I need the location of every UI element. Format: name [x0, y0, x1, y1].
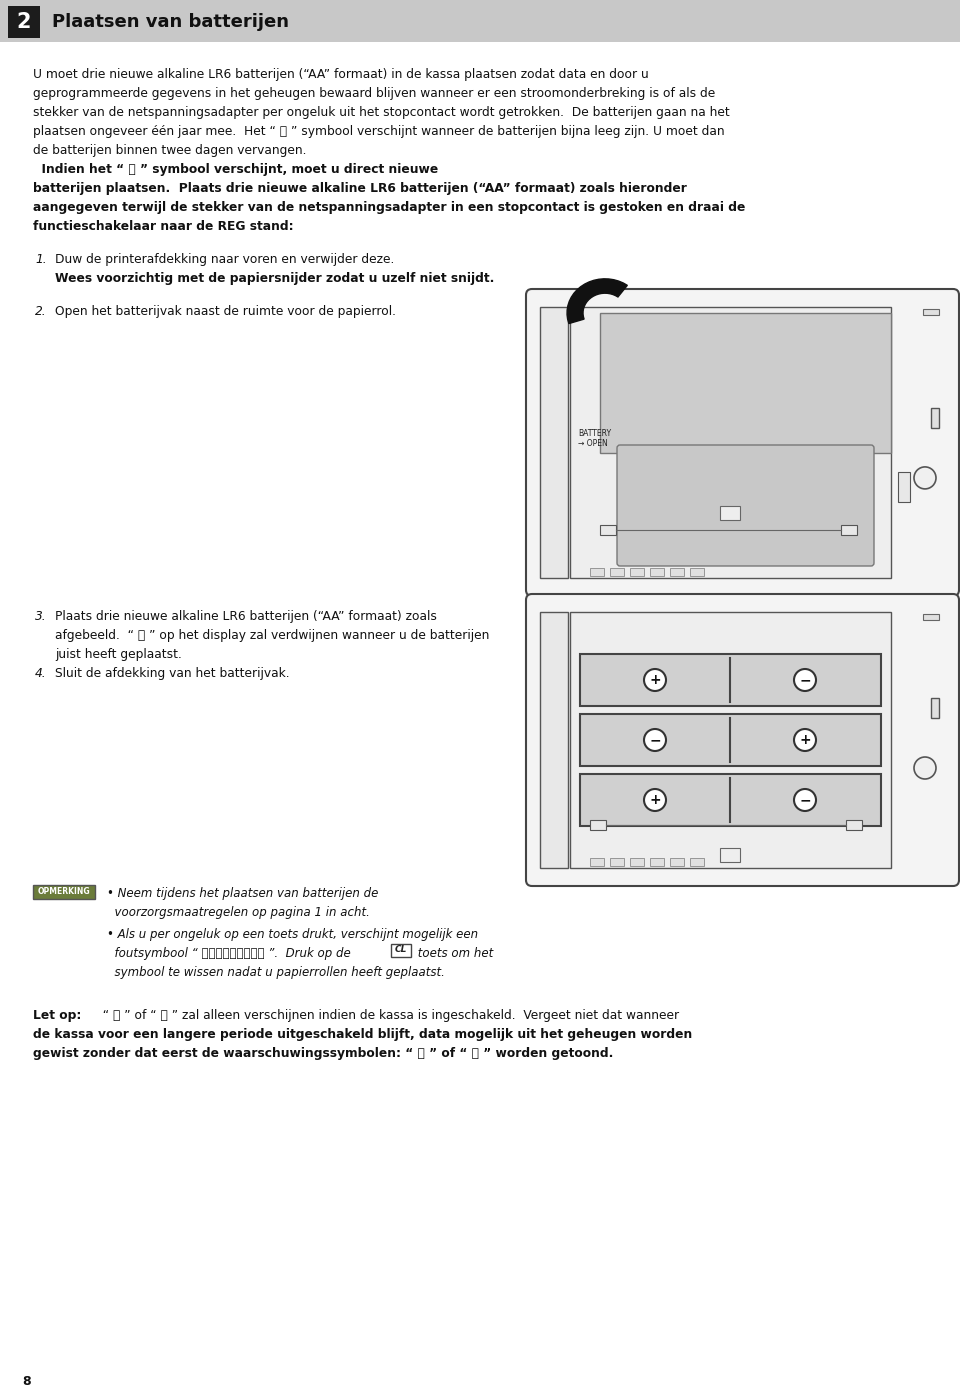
Text: +: +: [649, 794, 660, 807]
Bar: [570, 612, 891, 868]
Text: U moet drie nieuwe alkaline LR6 batterijen (“AA” formaat) in de kassa plaatsen z: U moet drie nieuwe alkaline LR6 batterij…: [33, 68, 649, 80]
Bar: [580, 774, 881, 825]
Text: OPMERKING: OPMERKING: [37, 888, 90, 896]
Bar: [580, 715, 881, 766]
Text: Sluit de afdekking van het batterijvak.: Sluit de afdekking van het batterijvak.: [55, 668, 290, 680]
Text: +: +: [799, 733, 811, 747]
Bar: [630, 857, 644, 866]
Bar: [720, 506, 740, 519]
Bar: [720, 848, 740, 861]
Bar: [898, 471, 910, 501]
Text: gewist zonder dat eerst de waarschuwingssymbolen: “ ⎾ ” of “ ⎾ ” worden getoond.: gewist zonder dat eerst de waarschuwings…: [33, 1047, 613, 1060]
Bar: [670, 857, 684, 866]
Text: 2: 2: [16, 12, 32, 32]
Text: +: +: [649, 673, 660, 687]
Text: 3.: 3.: [35, 609, 47, 623]
Bar: [0, 0, 960, 42]
Bar: [650, 568, 664, 576]
Text: voorzorgsmaatregelen op pagina 1 in acht.: voorzorgsmaatregelen op pagina 1 in acht…: [107, 906, 370, 920]
Text: stekker van de netspanningsadapter per ongeluk uit het stopcontact wordt getrokk: stekker van de netspanningsadapter per o…: [33, 107, 730, 119]
Bar: [923, 309, 939, 314]
Text: Plaatsen van batterijen: Plaatsen van batterijen: [52, 12, 289, 30]
Bar: [590, 820, 606, 830]
Bar: [610, 857, 624, 866]
Circle shape: [644, 669, 666, 691]
Circle shape: [914, 758, 936, 778]
Text: Wees voorzichtig met de papiersnijder zodat u uzelf niet snijdt.: Wees voorzichtig met de papiersnijder zo…: [55, 271, 494, 285]
Bar: [540, 307, 568, 578]
Text: −: −: [799, 673, 811, 687]
Text: afgebeeld.  “ ⎾ ” op het display zal verdwijnen wanneer u de batterijen: afgebeeld. “ ⎾ ” op het display zal verd…: [55, 629, 490, 643]
Text: 4.: 4.: [35, 668, 47, 680]
Text: Plaats drie nieuwe alkaline LR6 batterijen (“AA” formaat) zoals: Plaats drie nieuwe alkaline LR6 batterij…: [55, 609, 437, 623]
Text: foutsymbool “ ＰＰＰＰＰＰＰＰＰ ”.  Druk op de: foutsymbool “ ＰＰＰＰＰＰＰＰＰ ”. Druk op de: [107, 947, 350, 960]
Text: “ ⎾ ” of “ ⎾ ” zal alleen verschijnen indien de kassa is ingeschakeld.  Vergeet : “ ⎾ ” of “ ⎾ ” zal alleen verschijnen in…: [95, 1010, 679, 1022]
Bar: [931, 407, 939, 428]
Bar: [391, 945, 411, 957]
Text: 1.: 1.: [35, 253, 47, 266]
Bar: [923, 614, 939, 620]
FancyBboxPatch shape: [526, 289, 959, 596]
Text: de batterijen binnen twee dagen vervangen.: de batterijen binnen twee dagen vervange…: [33, 144, 306, 157]
Text: Duw de printerafdekking naar voren en verwijder deze.: Duw de printerafdekking naar voren en ve…: [55, 253, 395, 266]
Circle shape: [914, 467, 936, 489]
Text: BATTERY: BATTERY: [578, 429, 612, 438]
Text: juist heeft geplaatst.: juist heeft geplaatst.: [55, 648, 181, 661]
FancyBboxPatch shape: [526, 594, 959, 886]
Bar: [600, 313, 891, 453]
Text: • Neem tijdens het plaatsen van batterijen de: • Neem tijdens het plaatsen van batterij…: [107, 886, 378, 900]
Text: functieschakelaar naar de REG stand:: functieschakelaar naar de REG stand:: [33, 220, 294, 233]
Bar: [841, 525, 857, 535]
Bar: [610, 568, 624, 576]
Text: → OPEN: → OPEN: [578, 439, 608, 447]
Text: batterijen plaatsen.  Plaats drie nieuwe alkaline LR6 batterijen (“AA” formaat) : batterijen plaatsen. Plaats drie nieuwe …: [33, 181, 686, 195]
Text: aangegeven terwijl de stekker van de netspanningsadapter in een stopcontact is g: aangegeven terwijl de stekker van de net…: [33, 201, 745, 215]
Text: Open het batterijvak naast de ruimte voor de papierrol.: Open het batterijvak naast de ruimte voo…: [55, 305, 396, 319]
Text: 2.: 2.: [35, 305, 47, 319]
Text: 8: 8: [22, 1375, 31, 1385]
Bar: [540, 612, 568, 868]
Bar: [846, 820, 862, 830]
Bar: [690, 568, 704, 576]
Bar: [570, 307, 891, 578]
Bar: [33, 885, 95, 899]
FancyBboxPatch shape: [617, 445, 874, 566]
Bar: [590, 857, 604, 866]
Text: −: −: [799, 794, 811, 807]
Text: Let op:: Let op:: [33, 1010, 82, 1022]
Bar: [8, 6, 40, 37]
Bar: [630, 568, 644, 576]
Polygon shape: [567, 278, 627, 324]
Text: CL: CL: [395, 946, 407, 954]
Circle shape: [794, 789, 816, 812]
Text: plaatsen ongeveer één jaar mee.  Het “ ⎾ ” symbool verschijnt wanneer de batteri: plaatsen ongeveer één jaar mee. Het “ ⎾ …: [33, 125, 725, 138]
Text: Indien het “ ⎾ ” symbool verschijnt, moet u direct nieuwe: Indien het “ ⎾ ” symbool verschijnt, moe…: [33, 163, 439, 176]
Text: de kassa voor een langere periode uitgeschakeld blijft, data mogelijk uit het ge: de kassa voor een langere periode uitges…: [33, 1028, 692, 1042]
Text: • Als u per ongeluk op een toets drukt, verschijnt mogelijk een: • Als u per ongeluk op een toets drukt, …: [107, 928, 478, 940]
Bar: [600, 525, 616, 535]
Bar: [931, 698, 939, 717]
Circle shape: [794, 729, 816, 751]
Circle shape: [644, 729, 666, 751]
Bar: [670, 568, 684, 576]
Text: geprogrammeerde gegevens in het geheugen bewaard blijven wanneer er een stroomon: geprogrammeerde gegevens in het geheugen…: [33, 87, 715, 100]
Bar: [590, 568, 604, 576]
Text: toets om het: toets om het: [414, 947, 493, 960]
Bar: [580, 654, 881, 706]
Bar: [690, 857, 704, 866]
Circle shape: [644, 789, 666, 812]
Text: symbool te wissen nadat u papierrollen heeft geplaatst.: symbool te wissen nadat u papierrollen h…: [107, 965, 444, 979]
Bar: [650, 857, 664, 866]
Circle shape: [794, 669, 816, 691]
Text: −: −: [649, 733, 660, 747]
